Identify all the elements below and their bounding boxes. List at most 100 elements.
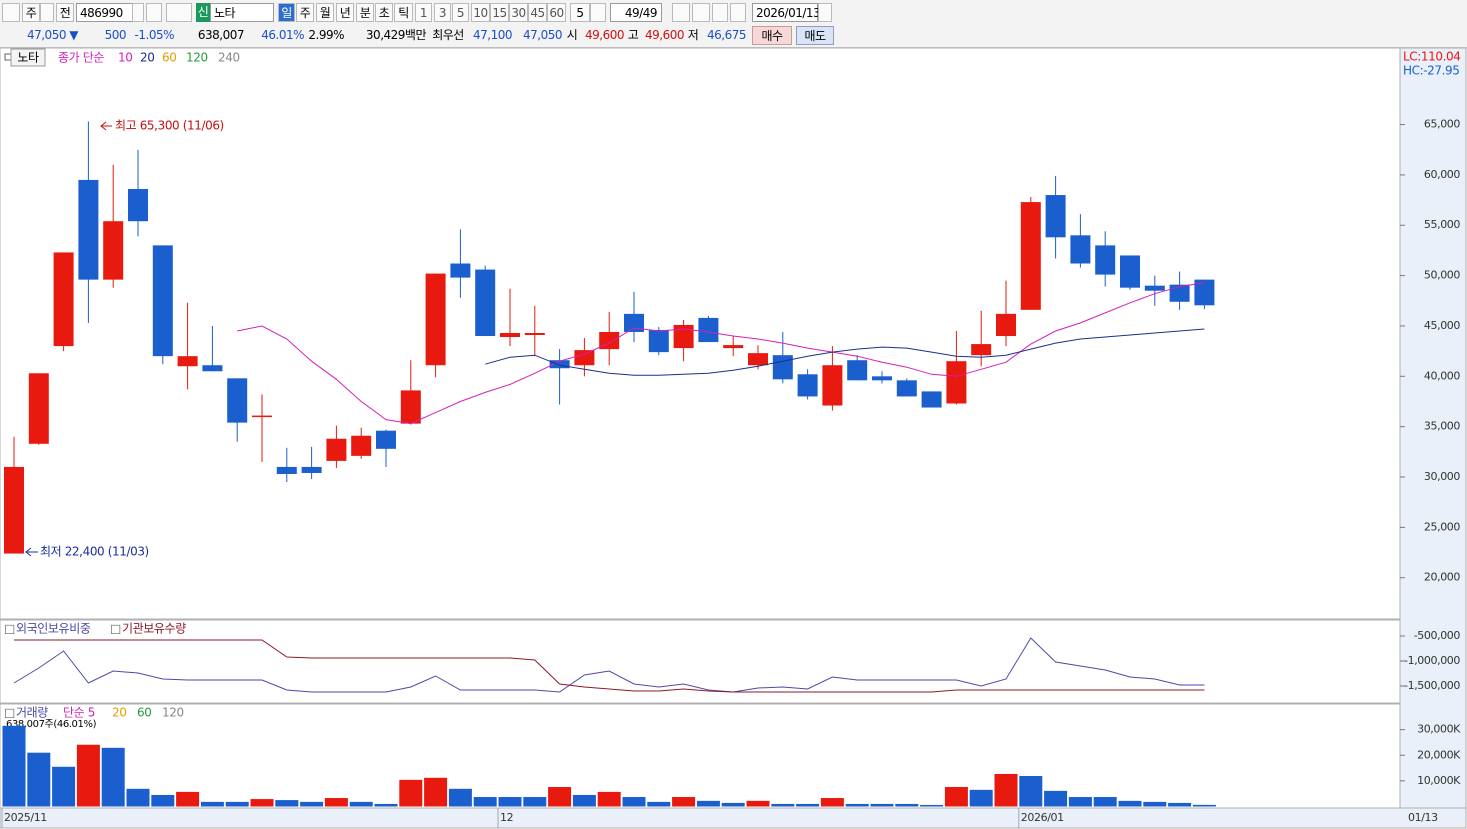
volume-bar bbox=[374, 803, 398, 807]
toolbar-item[interactable]: 년 bbox=[336, 3, 354, 22]
candle-body bbox=[822, 365, 843, 406]
toolbar-item[interactable]: 초 bbox=[375, 3, 393, 22]
toolbar-item[interactable]: 주 bbox=[296, 3, 314, 22]
candle-body bbox=[1095, 245, 1116, 275]
toolbar-item[interactable]: 5 bbox=[452, 3, 469, 22]
toolbar-item[interactable]: 주 bbox=[22, 3, 40, 22]
toolbar-item[interactable]: 49/49 bbox=[610, 3, 662, 22]
toolbar-item[interactable]: 486990 bbox=[76, 3, 134, 22]
right-axis bbox=[1399, 47, 1467, 809]
volume-bar bbox=[225, 801, 249, 807]
status-item: 시 bbox=[566, 28, 578, 42]
candle-body bbox=[549, 360, 570, 369]
volume-bar bbox=[424, 777, 448, 807]
volume-bar bbox=[845, 803, 869, 807]
high-annotation: 최고 65,300 (11/06) bbox=[115, 119, 224, 133]
candle-body bbox=[301, 466, 322, 473]
toolbar-icon[interactable] bbox=[692, 3, 710, 22]
candle-body bbox=[202, 365, 223, 372]
volume-bar bbox=[275, 800, 299, 807]
toolbar-item[interactable]: 일 bbox=[278, 3, 295, 22]
legend-item: 60 bbox=[162, 51, 176, 65]
candle-body bbox=[996, 313, 1016, 337]
toolbar-item[interactable]: 45 bbox=[528, 3, 547, 22]
toolbar-icon[interactable] bbox=[818, 3, 832, 22]
volume-bar bbox=[101, 747, 125, 807]
status-item: 46,675 bbox=[707, 28, 747, 42]
candle-body bbox=[1020, 202, 1041, 310]
menu-icon[interactable] bbox=[2, 3, 20, 22]
current-date: 01/13 bbox=[1408, 811, 1438, 824]
toolbar-item[interactable]: 15 bbox=[490, 3, 509, 22]
candle-body bbox=[276, 466, 297, 474]
candle-body bbox=[797, 374, 818, 397]
toolbar-icon[interactable] bbox=[40, 3, 54, 22]
volume-bar bbox=[126, 788, 150, 807]
toolbar-item[interactable]: 틱 bbox=[394, 3, 413, 22]
volume-ma-label: 단순 5 bbox=[63, 706, 95, 720]
volume-bar bbox=[27, 752, 51, 807]
toolbar-item[interactable]: 60 bbox=[547, 3, 566, 22]
y-tick-label: 20,000 bbox=[1424, 571, 1460, 584]
volume-bar bbox=[76, 744, 100, 807]
toolbar-icon[interactable] bbox=[590, 3, 606, 22]
toolbar-icon[interactable] bbox=[712, 3, 728, 22]
volume-bar bbox=[746, 800, 770, 807]
toolbar-icon[interactable] bbox=[730, 3, 746, 22]
candle-body bbox=[450, 263, 471, 278]
candle-body bbox=[1120, 255, 1140, 288]
legend-foreign: 외국인보유비중 bbox=[16, 622, 91, 636]
status-item: 49,600 bbox=[645, 28, 685, 42]
y-tick-label: 40,000 bbox=[1424, 369, 1460, 382]
hc-indicator: HC:-27.95 bbox=[1403, 64, 1460, 78]
volume-bar bbox=[151, 794, 175, 807]
toolbar-icon[interactable] bbox=[146, 3, 162, 22]
candle-body bbox=[78, 179, 99, 280]
candle-body bbox=[946, 361, 967, 404]
toolbar-item[interactable]: 3 bbox=[434, 3, 451, 22]
candle-body bbox=[475, 269, 496, 337]
toolbar-item[interactable]: 전 bbox=[56, 3, 74, 22]
y-tick-label: 30,000K bbox=[1417, 723, 1461, 736]
volume-bar bbox=[895, 803, 919, 807]
candle-body bbox=[351, 435, 372, 456]
volume-bar bbox=[448, 788, 472, 807]
status-item: 47,050 bbox=[523, 28, 563, 42]
toolbar-item[interactable]: 신 bbox=[196, 3, 210, 22]
status-item[interactable]: 매수 bbox=[752, 26, 792, 45]
volume-bar bbox=[200, 801, 224, 807]
legend-item: 120 bbox=[186, 51, 208, 65]
panel-icon: □ bbox=[4, 622, 15, 636]
volume-panel bbox=[0, 703, 1401, 809]
status-item: 638,007 bbox=[197, 28, 245, 42]
panel-icon: □ bbox=[4, 706, 15, 720]
candle-body bbox=[698, 317, 719, 343]
candle-body bbox=[425, 273, 446, 366]
toolbar-icon[interactable] bbox=[672, 3, 690, 22]
status-item[interactable]: 매도 bbox=[796, 26, 834, 45]
x-tick-label: 12 bbox=[500, 811, 513, 824]
toolbar-item[interactable]: 분 bbox=[356, 3, 374, 22]
lc-indicator: LC:110.04 bbox=[1403, 50, 1461, 64]
toolbar-item[interactable]: 1 bbox=[415, 3, 432, 22]
toolbar-item[interactable]: 2026/01/13 bbox=[752, 3, 821, 22]
candle-body bbox=[847, 360, 868, 381]
toolbar-icon[interactable] bbox=[132, 3, 144, 22]
toolbar-item[interactable]: 5 bbox=[570, 3, 590, 22]
candle-body bbox=[1169, 284, 1190, 302]
y-tick-label: 30,000 bbox=[1424, 470, 1460, 483]
y-tick-label: -500,000 bbox=[1414, 629, 1461, 642]
volume-bar bbox=[1093, 797, 1117, 807]
foreign-panel bbox=[0, 619, 1401, 704]
toolbar-item[interactable]: 10 bbox=[471, 3, 490, 22]
candle-body bbox=[748, 353, 768, 366]
low-arrow bbox=[25, 547, 38, 557]
candle-body bbox=[872, 376, 892, 381]
toolbar-item[interactable]: 월 bbox=[316, 3, 334, 22]
volume-bar bbox=[1068, 797, 1092, 807]
candle-body bbox=[574, 350, 595, 366]
toolbar-icon[interactable] bbox=[166, 3, 192, 22]
volume-title: 거래량 bbox=[16, 706, 48, 720]
toolbar-item[interactable]: 노타 bbox=[210, 3, 274, 22]
toolbar-item[interactable]: 30 bbox=[509, 3, 528, 22]
